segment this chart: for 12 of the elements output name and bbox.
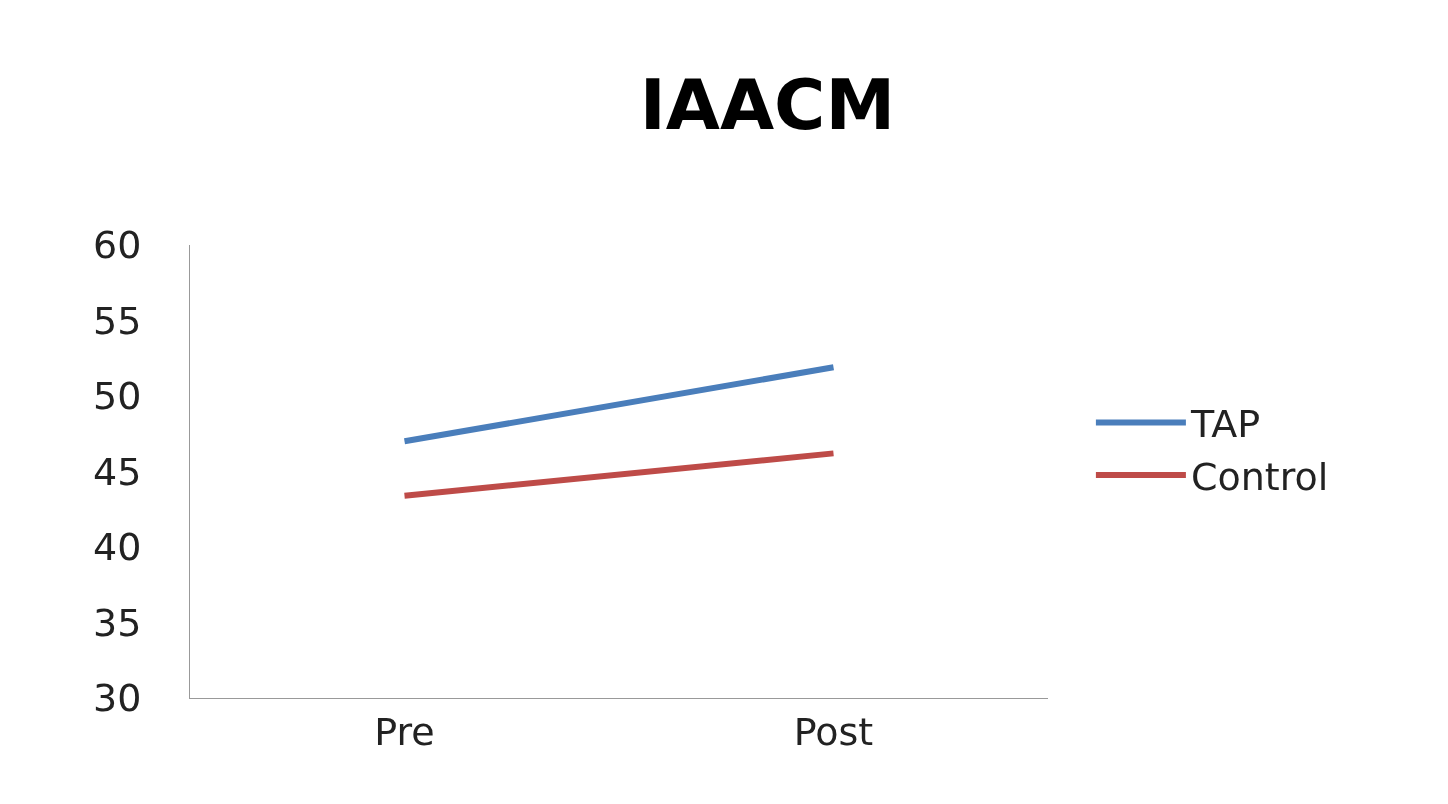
y-tick-label: 55 — [93, 298, 142, 343]
legend-label: TAP — [1189, 402, 1261, 447]
y-tick-label: 30 — [93, 676, 142, 721]
x-tick-label: Post — [793, 709, 874, 754]
y-tick-label: 45 — [93, 449, 142, 494]
y-tick-label: 50 — [93, 374, 142, 419]
y-tick-label: 40 — [93, 525, 142, 570]
y-tick-label: 35 — [93, 600, 142, 645]
chart-title: IAACM — [639, 64, 896, 147]
y-tick-label: 60 — [93, 223, 142, 268]
legend-label: Control — [1190, 454, 1329, 499]
x-tick-label: Pre — [374, 709, 435, 754]
